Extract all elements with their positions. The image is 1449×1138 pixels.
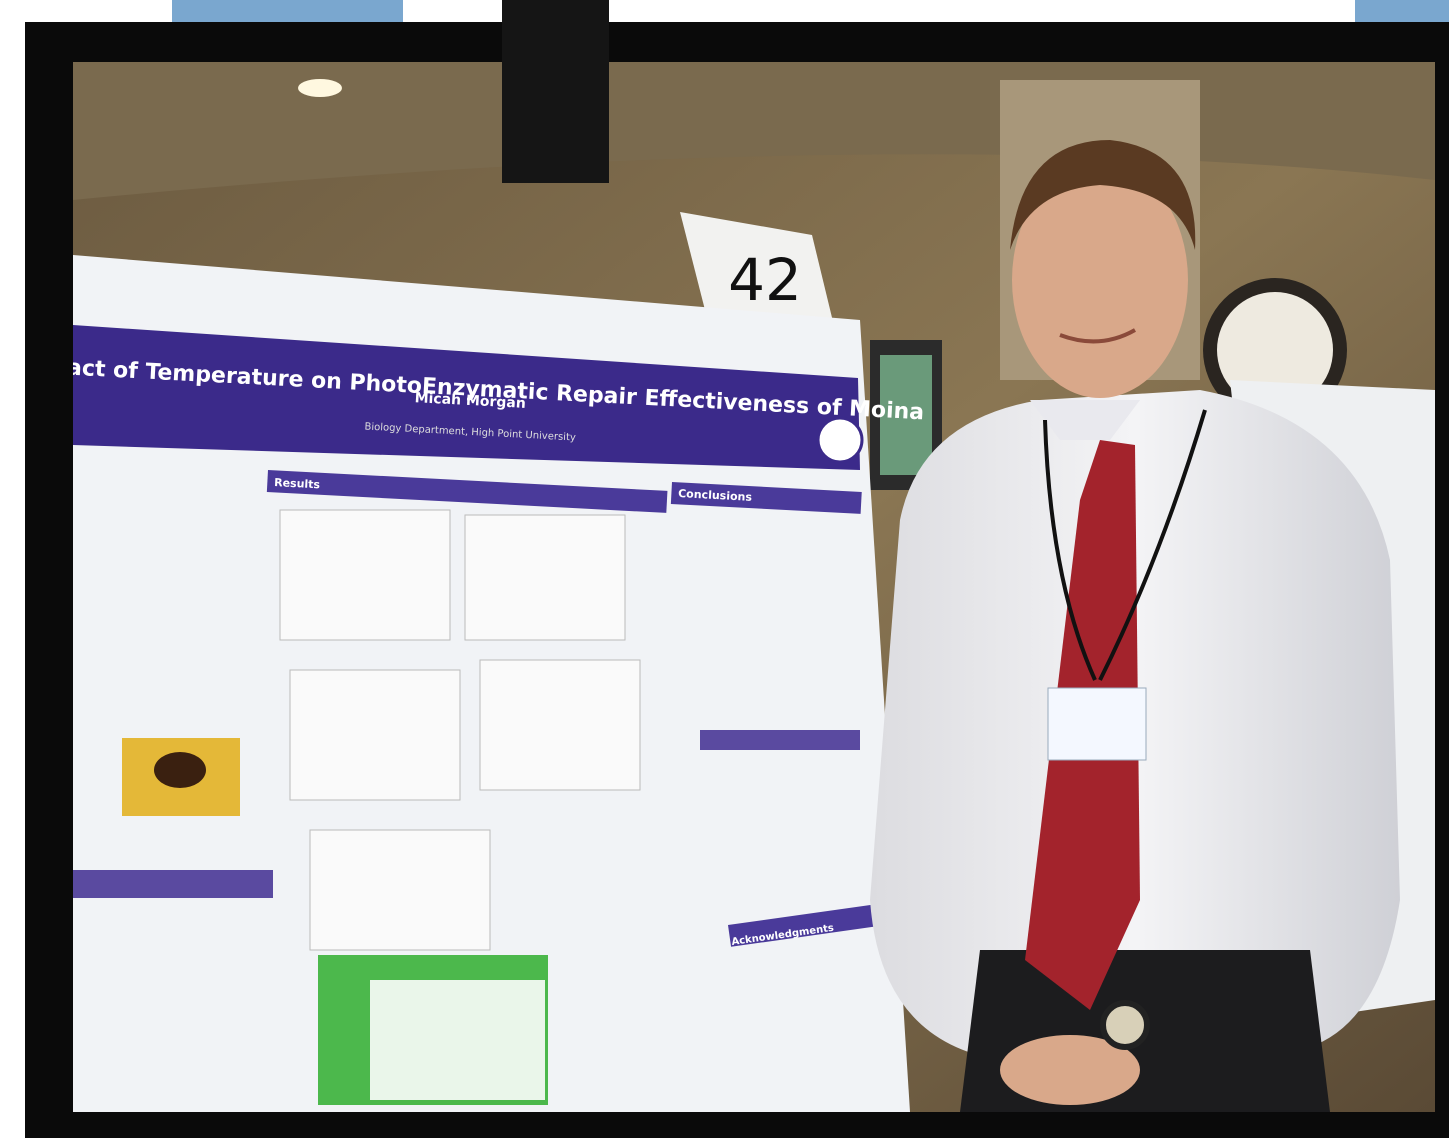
section-bar bbox=[700, 730, 860, 750]
hair bbox=[1010, 140, 1196, 250]
poster-banner bbox=[73, 325, 860, 470]
poster-graph bbox=[309, 829, 491, 951]
ceiling-light bbox=[298, 79, 342, 97]
poster-graph bbox=[289, 669, 461, 801]
top-tab bbox=[172, 0, 403, 24]
section-heading: Results bbox=[274, 476, 321, 491]
top-tab bbox=[1355, 0, 1449, 24]
poster-graph bbox=[279, 509, 451, 641]
section-bar bbox=[728, 904, 880, 947]
clock-face bbox=[1217, 292, 1333, 408]
smile bbox=[1059, 328, 1136, 344]
section-bar bbox=[266, 469, 668, 513]
face bbox=[1012, 162, 1188, 398]
organism bbox=[154, 752, 206, 788]
poster-graph bbox=[479, 659, 641, 791]
photo: 42 Impact of Temperature on PhotoEnzymat… bbox=[73, 62, 1435, 1112]
collar bbox=[1030, 400, 1140, 440]
poster-graph bbox=[464, 514, 626, 641]
hands bbox=[1000, 1035, 1140, 1105]
poster-logo bbox=[816, 416, 864, 464]
watch bbox=[1100, 1000, 1150, 1050]
section-bar bbox=[73, 870, 273, 898]
name-badge bbox=[1047, 687, 1147, 761]
number-card bbox=[680, 212, 835, 330]
poster-table-body bbox=[370, 980, 545, 1100]
picture bbox=[880, 355, 932, 475]
poster-author: Micah Morgan bbox=[414, 390, 526, 412]
lanyard bbox=[1043, 409, 1207, 681]
section-bar bbox=[670, 482, 862, 514]
black-tab bbox=[502, 0, 609, 183]
number-sign: 42 bbox=[728, 246, 802, 314]
section-heading: Conclusions bbox=[678, 487, 753, 504]
